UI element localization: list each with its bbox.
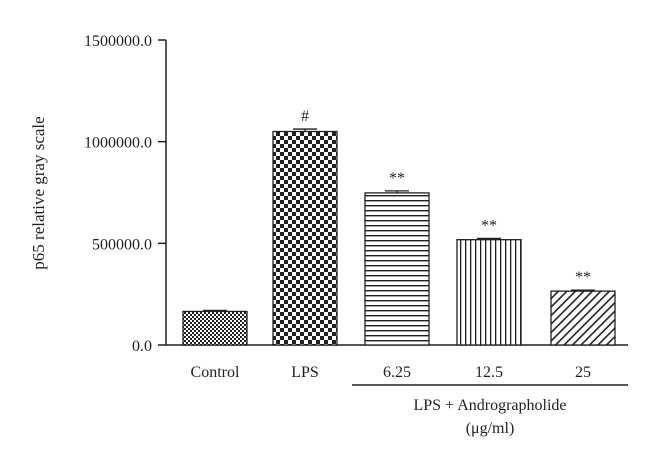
y-axis-title: p65 relative gray scale bbox=[29, 116, 48, 269]
x-tick-label: 12.5 bbox=[475, 364, 503, 381]
group-label-line2: (μg/ml) bbox=[466, 420, 515, 437]
significance-label: ** bbox=[389, 170, 405, 187]
y-tick-label: 1000000.0 bbox=[84, 135, 152, 152]
x-tick-label: Control bbox=[191, 364, 240, 381]
y-tick-label: 0.0 bbox=[132, 338, 152, 355]
x-tick-label: 6.25 bbox=[383, 364, 411, 381]
significance-label: # bbox=[301, 108, 309, 125]
x-tick-labels: Control LPS 6.25 12.5 25 bbox=[191, 364, 591, 381]
bar bbox=[456, 239, 522, 346]
bar bbox=[272, 130, 338, 346]
significance-label: ** bbox=[575, 269, 591, 286]
bar bbox=[550, 290, 616, 346]
y-tick-label: 1500000.0 bbox=[84, 33, 152, 50]
bar bbox=[364, 192, 430, 346]
significance-label: ** bbox=[481, 217, 497, 234]
group-label-line1: LPS + Andrographolide bbox=[413, 397, 566, 414]
y-tick-label: 500000.0 bbox=[92, 236, 152, 253]
bar bbox=[182, 310, 248, 346]
y-ticks: 0.0 500000.0 1000000.0 1500000.0 bbox=[84, 33, 166, 355]
bars: # ** ** ** bbox=[182, 108, 616, 346]
x-tick-label: 25 bbox=[575, 364, 591, 381]
x-tick-label: LPS bbox=[291, 364, 319, 381]
